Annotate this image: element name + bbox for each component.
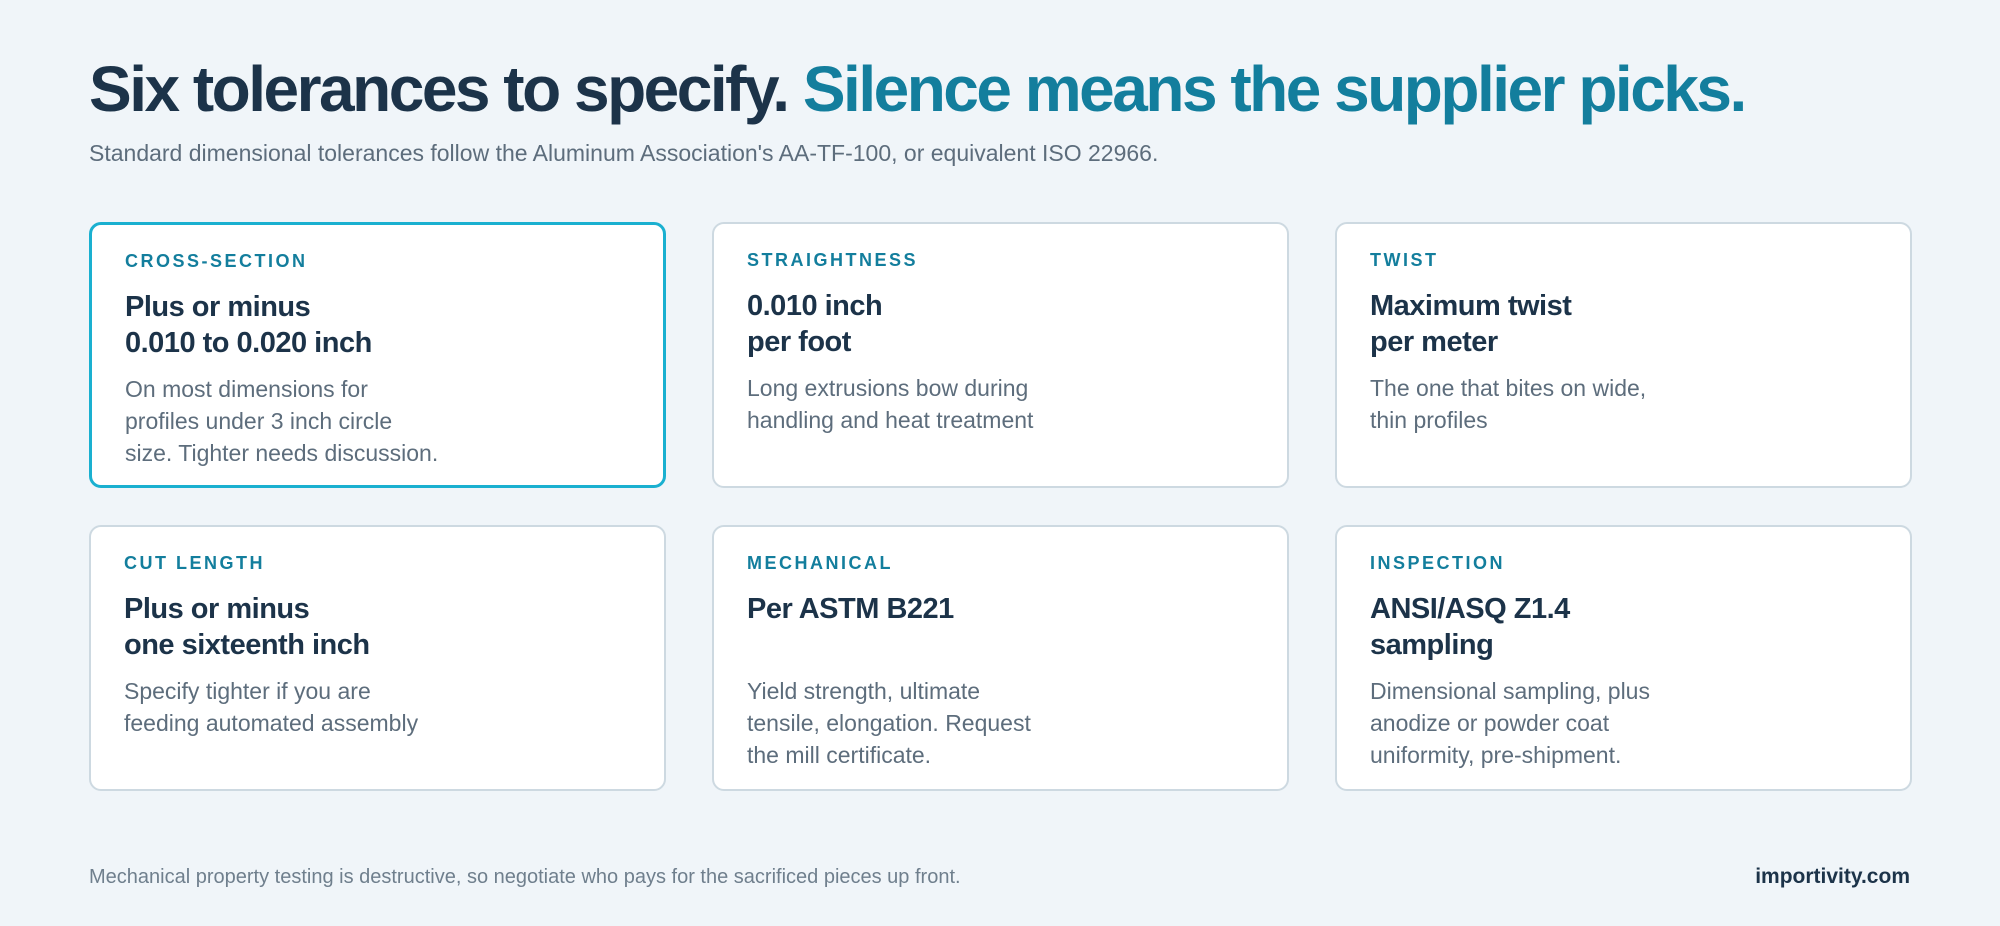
card-heading: Per ASTM B221 <box>747 591 1254 663</box>
card: STRAIGHTNESS 0.010 inch per foot Long extru… <box>712 222 1289 488</box>
card-label: MECHANICAL <box>747 553 893 573</box>
body-line: handling and heat treatment <box>747 407 1034 433</box>
body-line: size. Tighter needs discussion. <box>125 440 439 466</box>
body-line: On most dimensions for <box>125 376 368 402</box>
title-accent: Silence means the supplier picks. <box>802 53 1747 125</box>
card: INSPECTION ANSI/ASQ Z1.4 sampling Dimension… <box>1335 525 1912 791</box>
card-label: TWIST <box>1370 250 1439 270</box>
heading-line: per foot <box>747 326 851 358</box>
card: TWIST Maximum twist per meter The one that … <box>1335 222 1912 488</box>
card-heading: Plus or minus 0.010 to 0.020 inch <box>125 289 630 361</box>
body-line: Long extrusions bow during <box>747 375 1029 401</box>
title-main: Six tolerances to specify. <box>89 53 790 125</box>
body-line: Dimensional sampling, plus <box>1370 678 1650 704</box>
card-label: INSPECTION <box>1370 553 1506 573</box>
card-body: Long extrusions bow during handling and h… <box>747 372 1254 436</box>
card-label: STRAIGHTNESS <box>747 250 919 270</box>
card: MECHANICAL Per ASTM B221 Yield strength, u… <box>712 525 1289 791</box>
title: Six tolerances to specify. Silence means… <box>89 52 1747 126</box>
card: CROSS-SECTION Plus or minus 0.010 to 0.020… <box>89 222 666 488</box>
brand: importivity.com <box>1755 865 1910 888</box>
card-body: Specify tighter if you are feeding automa… <box>124 675 631 739</box>
heading-line: 0.010 to 0.020 inch <box>125 327 372 359</box>
body-line: Yield strength, ultimate <box>747 678 981 704</box>
heading-line: Per ASTM B221 <box>747 593 954 625</box>
body-line: anodize or powder coat <box>1370 710 1610 736</box>
heading-line: per meter <box>1370 326 1498 358</box>
card-heading: ANSI/ASQ Z1.4 sampling <box>1370 591 1877 663</box>
body-line: Specify tighter if you are <box>124 678 371 704</box>
heading-line: Maximum twist <box>1370 290 1572 322</box>
footer-note: Mechanical property testing is destructi… <box>89 866 961 888</box>
card-heading: Plus or minus one sixteenth inch <box>124 591 631 663</box>
body-line: The one that bites on wide, <box>1370 375 1647 401</box>
body-line: uniformity, pre-shipment. <box>1370 742 1622 768</box>
subtitle: Standard dimensional tolerances follow t… <box>89 140 1159 166</box>
body-line: tensile, elongation. Request <box>747 710 1031 736</box>
body-line: thin profiles <box>1370 407 1488 433</box>
card: CUT LENGTH Plus or minus one sixteenth inc… <box>89 525 666 791</box>
heading-line: Plus or minus <box>125 291 311 323</box>
card-body: Yield strength, ultimate tensile, elongat… <box>747 675 1254 771</box>
card-label: CUT LENGTH <box>124 553 265 573</box>
heading-line: one sixteenth inch <box>124 629 370 661</box>
card-label: CROSS-SECTION <box>125 251 308 271</box>
heading-line: Plus or minus <box>124 593 310 625</box>
card-body: Dimensional sampling, plus anodize or pow… <box>1370 675 1877 771</box>
card-heading: 0.010 inch per foot <box>747 288 1254 360</box>
card-body: The one that bites on wide, thin profiles <box>1370 372 1877 436</box>
heading-line: sampling <box>1370 629 1494 661</box>
heading-line: ANSI/ASQ Z1.4 <box>1370 593 1570 625</box>
card-heading: Maximum twist per meter <box>1370 288 1877 360</box>
body-line: profiles under 3 inch circle <box>125 408 393 434</box>
card-body: On most dimensions for profiles under 3 i… <box>125 373 630 469</box>
body-line: the mill certificate. <box>747 742 932 768</box>
card-grid: CROSS-SECTION Plus or minus 0.010 to 0.020… <box>89 222 1912 791</box>
body-line: feeding automated assembly <box>124 710 419 736</box>
heading-line: 0.010 inch <box>747 290 883 322</box>
